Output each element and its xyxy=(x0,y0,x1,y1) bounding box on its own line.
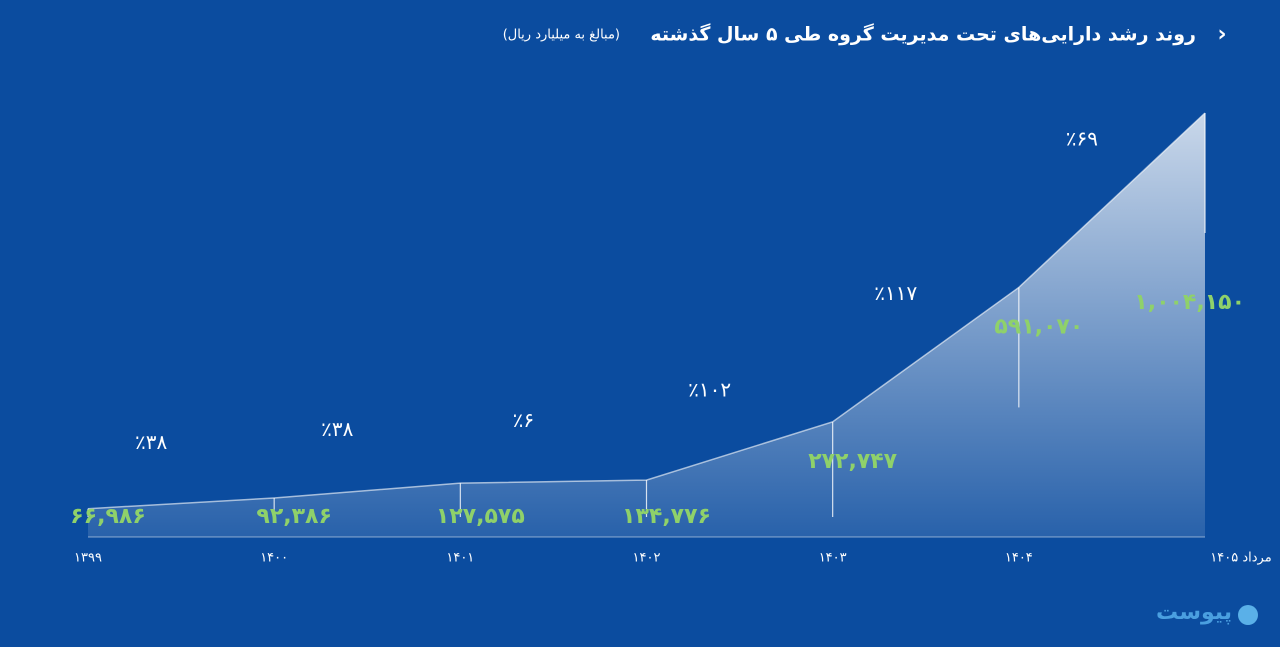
x-tick-label: ۱۴۰۲ xyxy=(633,551,661,566)
value-label: ۹۲,۳۸۶ xyxy=(256,504,332,529)
value-label: ۲۷۲,۷۴۷ xyxy=(808,449,897,474)
value-label: ۶۶,۹۸۶ xyxy=(70,504,146,529)
growth-label: ٪۱۰۲ xyxy=(688,377,731,401)
title-chevron: › xyxy=(1217,22,1226,47)
logo-icon xyxy=(1238,605,1258,625)
x-tick-label: ۱۴۰۱ xyxy=(446,551,474,566)
area xyxy=(88,113,1205,537)
growth-label: ٪۶ xyxy=(513,408,534,432)
line xyxy=(87,112,1206,510)
value-label: ۵۹۱,۰۷۰ xyxy=(994,314,1083,339)
x-tick-label: ۱۳۹۹ xyxy=(74,551,102,566)
growth-label: ٪۶۹ xyxy=(1066,127,1098,151)
x-tick-label: ۱۴۰۳ xyxy=(819,551,847,566)
growth-label: ٪۳۸ xyxy=(321,417,353,441)
x-tick-label: مرداد ۱۴۰۵ xyxy=(1210,551,1271,566)
x-tick-label: ۱۴۰۴ xyxy=(1005,551,1033,566)
logo: پیوست xyxy=(1156,600,1232,625)
chart-title: روند رشد دارایی‌های تحت مدیریت گروه طی ۵… xyxy=(650,23,1196,46)
chart-subtitle: (مبالغ به میلیارد ریال) xyxy=(503,28,620,43)
value-label: ۱۳۴,۷۷۶ xyxy=(622,504,711,529)
value-label: ۱۲۷,۵۷۵ xyxy=(436,504,525,529)
growth-label: ٪۳۸ xyxy=(135,430,167,454)
x-tick-label: ۱۴۰۰ xyxy=(260,551,288,566)
growth-label: ٪۱۱۷ xyxy=(874,281,917,305)
value-label: ۱,۰۰۴,۱۵۰ xyxy=(1134,290,1245,315)
